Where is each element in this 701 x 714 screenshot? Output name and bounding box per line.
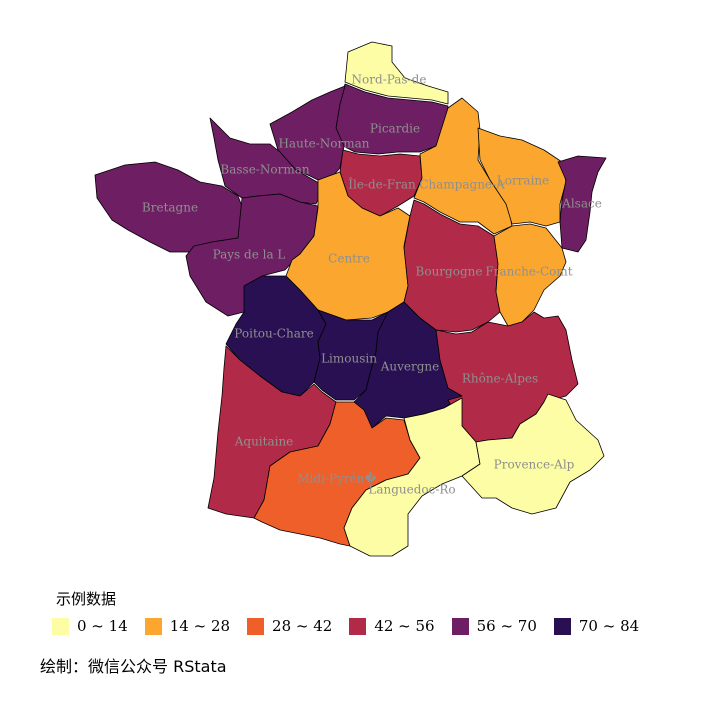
region-label: Champagne-A <box>419 178 505 192</box>
region-label: Haute-Norman <box>278 137 369 151</box>
legend-label: 0 ~ 14 <box>77 617 128 635</box>
region-label: Île-de-Fran <box>348 177 416 192</box>
region-label: Alsace <box>561 197 602 211</box>
region-label: Aquitaine <box>234 435 294 449</box>
france-region-map: Nord-Pas-de Picardie Haute-Norman Basse-… <box>94 41 607 557</box>
region-label: Midi-Pyrén� <box>297 472 377 486</box>
legend-label: 14 ~ 28 <box>169 617 231 635</box>
legend-swatch <box>553 617 571 635</box>
region-basse-normandie[interactable] <box>209 117 325 205</box>
region-label: Lorraine <box>497 174 550 188</box>
region-label: Pays de la L <box>213 248 286 262</box>
region-alsace[interactable] <box>557 155 607 253</box>
legend-item: 28 ~ 42 <box>247 617 332 635</box>
legend-swatch <box>451 617 469 635</box>
region-nord-pas-de-calais[interactable] <box>344 41 449 105</box>
legend-swatch <box>247 617 265 635</box>
legend-item: 0 ~ 14 <box>52 617 128 635</box>
legend-swatch <box>144 617 162 635</box>
region-limousin[interactable] <box>313 309 389 401</box>
region-label: Bretagne <box>142 201 198 215</box>
region-franche-comte[interactable] <box>493 223 567 327</box>
region-label: Limousin <box>321 352 377 366</box>
legend-swatch <box>52 617 69 635</box>
region-label: Bourgogne <box>416 265 483 279</box>
region-languedoc-roussillon[interactable] <box>343 397 481 557</box>
region-provence-alpes-cote-dazur[interactable] <box>461 393 605 515</box>
region-champagne-ardenne[interactable] <box>413 97 513 235</box>
legend-items: 0 ~ 14 14 ~ 28 28 ~ 42 42 ~ 56 56 ~ 70 7… <box>52 617 656 635</box>
map-legend: 示例数据 0 ~ 14 14 ~ 28 28 ~ 42 42 ~ 56 56 ~… <box>52 588 656 635</box>
legend-title: 示例数据 <box>56 590 117 608</box>
region-label: Provence-Alp <box>494 458 575 472</box>
region-label: Rhône-Alpes <box>462 372 538 386</box>
legend-swatch <box>349 617 367 635</box>
legend-label: 28 ~ 42 <box>272 617 333 635</box>
region-label: Poitou-Chare <box>234 327 313 341</box>
legend-item: 14 ~ 28 <box>144 617 231 635</box>
region-label: Nord-Pas-de <box>352 73 427 87</box>
region-label: Centre <box>328 252 370 266</box>
legend-label: 56 ~ 70 <box>476 617 537 635</box>
legend-label: 42 ~ 56 <box>374 617 435 635</box>
legend-label: 70 ~ 84 <box>578 617 640 635</box>
legend-item: 70 ~ 84 <box>553 617 640 635</box>
region-label: Auvergne <box>380 360 440 374</box>
caption: 绘制：微信公众号 RStata <box>40 657 227 676</box>
region-rhone-alpes[interactable] <box>435 311 579 443</box>
legend-item: 42 ~ 56 <box>349 617 435 635</box>
region-label: Basse-Norman <box>220 163 309 177</box>
region-label: Picardie <box>370 122 420 136</box>
region-label: Languedoc-Ro <box>368 483 455 497</box>
legend-item: 56 ~ 70 <box>451 617 537 635</box>
region-label: Franche-Comt <box>485 265 572 279</box>
